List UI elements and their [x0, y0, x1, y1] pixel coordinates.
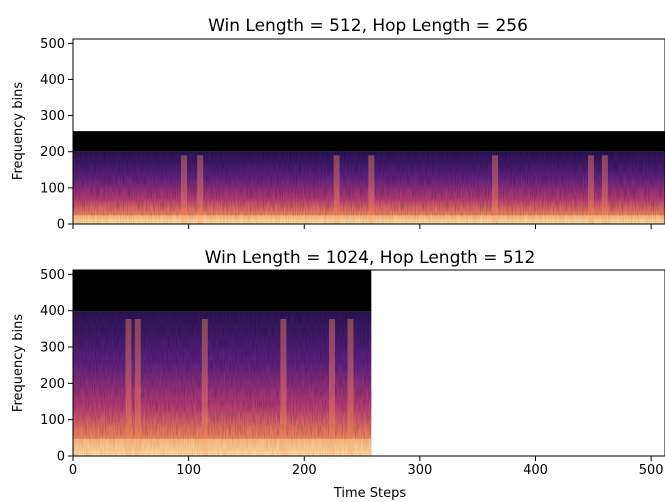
bottom-plot-frame	[72, 269, 665, 457]
spectrogram-texture	[73, 311, 372, 456]
top-panel-title: Win Length = 512, Hop Length = 256	[208, 16, 528, 36]
y-tick-label: 300	[40, 109, 65, 124]
x-tick-label: 300	[407, 463, 432, 478]
bottom-heatmap	[73, 269, 372, 456]
top-spectrogram-panel: Win Length = 512, Hop Length = 256 0 100 2…	[11, 16, 665, 233]
top-heatmap	[73, 131, 665, 224]
y-tick-label: 100	[40, 181, 65, 196]
bright-column	[368, 155, 375, 224]
y-tick-label: 100	[40, 413, 65, 428]
bright-column	[601, 155, 608, 224]
spectrogram-texture	[73, 151, 665, 224]
y-tick-label: 500	[40, 268, 65, 283]
y-tick-label: 300	[40, 341, 65, 356]
top-x-axis	[72, 224, 652, 229]
top-y-axis: 0 100 200 300 400 500	[40, 37, 73, 233]
bright-column	[329, 318, 335, 456]
x-axis-label: Time Steps	[333, 486, 407, 501]
y-tick-label: 400	[40, 73, 65, 88]
y-tick-label: 0	[57, 218, 65, 233]
bright-column	[333, 155, 340, 224]
bottom-spectrogram-panel: Win Length = 1024, Hop Length = 512 0 100…	[11, 248, 665, 501]
x-tick-label: 200	[292, 463, 317, 478]
bright-column	[125, 318, 132, 456]
low-frequency-band	[73, 215, 665, 224]
bright-column	[181, 155, 187, 224]
x-tick-label: 400	[523, 463, 548, 478]
bright-column	[134, 318, 141, 456]
bright-column	[197, 155, 204, 224]
bright-column	[280, 318, 287, 456]
x-tick-label: 0	[69, 463, 77, 478]
bright-column	[201, 318, 208, 456]
black-region	[73, 131, 665, 152]
x-tick-label: 500	[639, 463, 664, 478]
bottom-y-axis: 0 100 200 300 400 500	[40, 268, 73, 465]
y-tick-label: 200	[40, 377, 65, 392]
bright-column	[588, 155, 594, 224]
y-tick-label: 200	[40, 145, 65, 160]
bottom-y-axis-label: Frequency bins	[11, 314, 26, 412]
y-tick-label: 500	[40, 37, 65, 52]
bottom-panel-title: Win Length = 1024, Hop Length = 512	[205, 248, 536, 268]
bottom-x-axis: 0 100 200 300 400 500	[69, 456, 664, 478]
x-tick-label: 100	[176, 463, 201, 478]
low-frequency-band	[73, 438, 372, 456]
top-plot-frame	[72, 38, 665, 225]
black-region	[73, 269, 372, 312]
top-y-axis-label: Frequency bins	[11, 82, 26, 180]
y-tick-label: 0	[57, 450, 65, 465]
bright-column	[347, 318, 354, 456]
bright-column	[492, 155, 499, 224]
y-tick-label: 400	[40, 304, 65, 319]
